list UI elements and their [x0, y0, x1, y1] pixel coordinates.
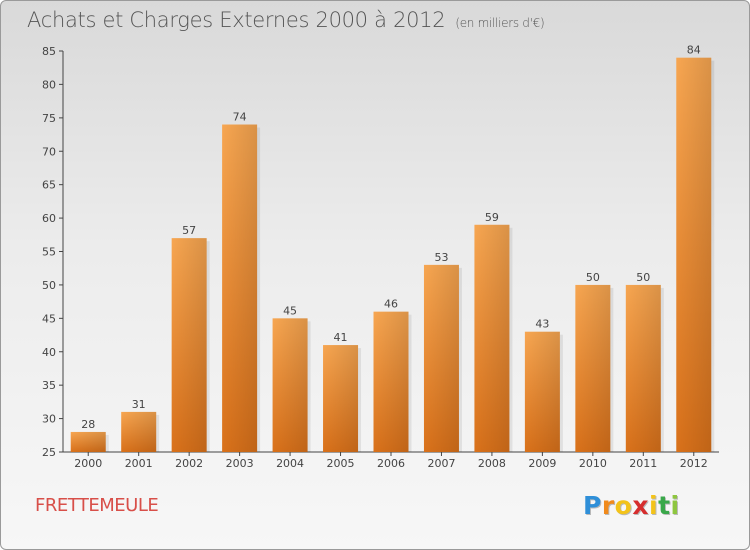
bar-value-label: 59: [485, 211, 499, 224]
proxiti-logo: Proxiti: [583, 491, 680, 520]
logo-letter: x: [632, 491, 649, 520]
axes: 25 30 35 40 45 50 55 60 65 70 75 80 85 2000 2001 2002 20…: [42, 45, 719, 470]
bar-shade: [70, 431, 106, 452]
bar-value-label: 41: [334, 331, 348, 344]
bar-value-label: 57: [182, 224, 196, 237]
x-tick-label: 2001: [125, 457, 153, 470]
bar-shade: [474, 224, 510, 452]
y-tick-label: 55: [42, 246, 56, 259]
bar-shade: [272, 318, 308, 452]
chart-title-text: Achats et Charges Externes 2000 à 2012: [27, 8, 446, 32]
x-tick-label: 2003: [226, 457, 254, 470]
bar-shade: [423, 264, 459, 452]
bar-value-label: 43: [535, 318, 549, 331]
logo-letter: t: [658, 491, 671, 520]
y-tick-label: 80: [42, 78, 56, 91]
logo-letter: r: [601, 491, 615, 520]
x-tick-label: 2012: [680, 457, 708, 470]
bar-shade: [676, 57, 712, 452]
x-tick-label: 2002: [175, 457, 203, 470]
bar-value-label: 45: [283, 304, 297, 317]
y-tick-label: 65: [42, 179, 56, 192]
logo-letter: o: [614, 491, 633, 520]
logo-letter: P: [583, 491, 602, 520]
chart-title: Achats et Charges Externes 2000 à 2012 (e…: [27, 8, 545, 32]
y-tick-label: 60: [42, 212, 56, 225]
x-tick-label: 2005: [327, 457, 355, 470]
bar-shade: [323, 345, 359, 452]
bar-shade: [222, 124, 258, 453]
bar-shade: [373, 311, 409, 452]
y-tick-label: 85: [42, 45, 56, 58]
bar-value-label: 31: [132, 398, 146, 411]
y-tick-label: 45: [42, 312, 56, 325]
bar-shade: [121, 411, 157, 452]
commune-name: FRETTEMEULE: [35, 495, 159, 516]
y-tick-label: 25: [42, 446, 56, 459]
bars: 28 31 57 74 45 41 46 53 59 43 50 50 84: [70, 44, 715, 453]
y-tick-label: 40: [42, 346, 56, 359]
logo-letter: i: [670, 491, 680, 520]
x-tick-label: 2008: [478, 457, 506, 470]
x-tick-label: 2010: [579, 457, 607, 470]
x-tick-label: 2006: [377, 457, 405, 470]
y-tick-label: 30: [42, 413, 56, 426]
y-tick-label: 50: [42, 279, 56, 292]
x-tick-label: 2009: [528, 457, 556, 470]
y-tick-label: 70: [42, 145, 56, 158]
bar-value-label: 50: [586, 271, 600, 284]
bar-value-label: 53: [434, 251, 448, 264]
bar-shade: [625, 284, 661, 452]
bar-shade: [524, 331, 560, 452]
x-tick-label: 2004: [276, 457, 304, 470]
bar-value-label: 50: [636, 271, 650, 284]
chart-unit: (en milliers d'€): [455, 16, 545, 30]
bar-shade: [171, 238, 207, 452]
bar-value-label: 28: [81, 418, 95, 431]
logo-letter: i: [649, 491, 659, 520]
x-tick-label: 2000: [74, 457, 102, 470]
bar-shade: [575, 284, 611, 452]
bar-value-label: 74: [233, 111, 247, 124]
y-tick-label: 35: [42, 379, 56, 392]
x-tick-label: 2007: [427, 457, 455, 470]
x-tick-label: 2011: [629, 457, 657, 470]
bar-value-label: 46: [384, 298, 398, 311]
y-tick-label: 75: [42, 112, 56, 125]
bar-value-label: 84: [687, 44, 701, 57]
